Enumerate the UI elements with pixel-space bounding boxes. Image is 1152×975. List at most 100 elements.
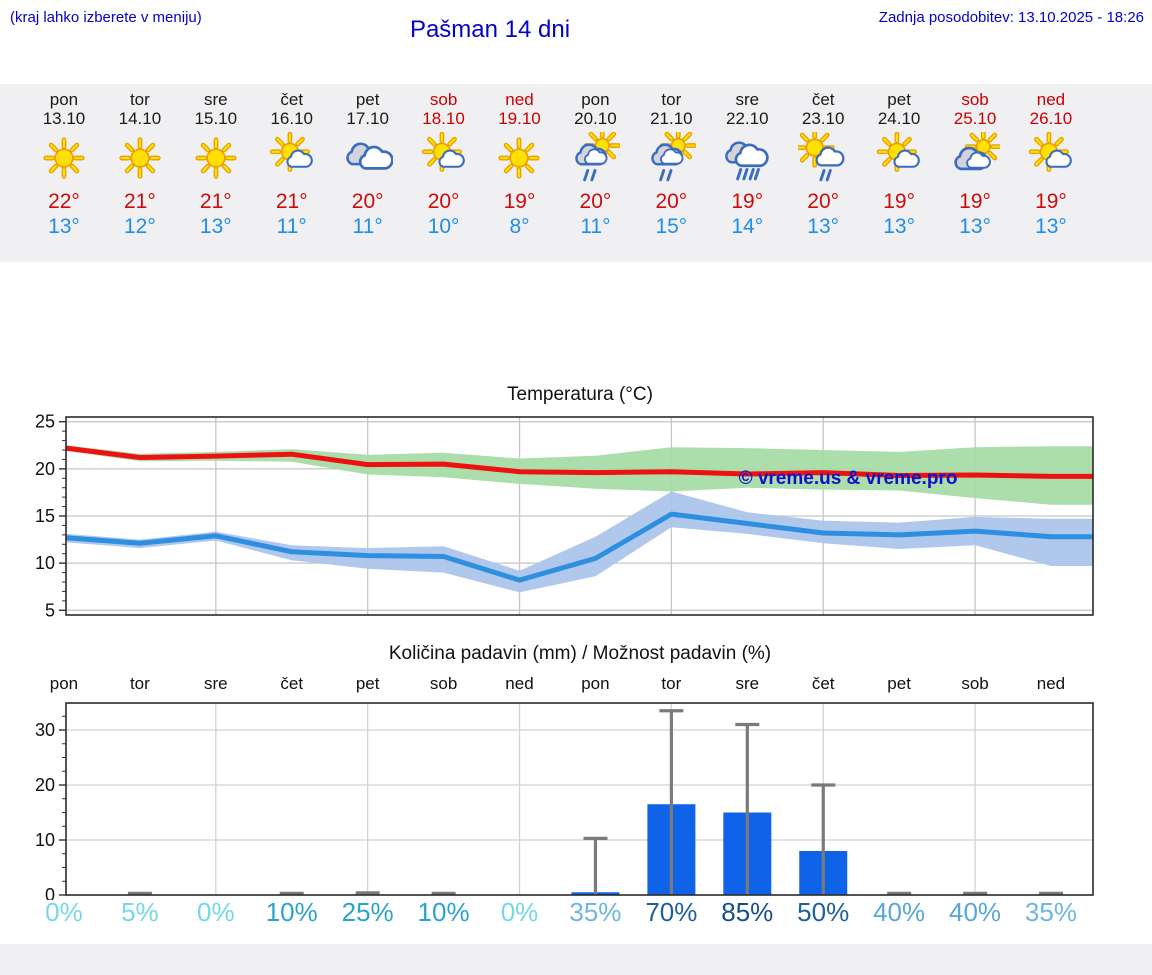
high-temp: 19° xyxy=(883,190,915,213)
day-name: čet xyxy=(811,90,835,109)
precip-probability: 25% xyxy=(341,897,394,927)
high-temp: 19° xyxy=(503,190,536,213)
weather-icon xyxy=(178,132,254,186)
temp-chart-title: Temperatura (°C) xyxy=(507,384,653,405)
precip-probability: 85% xyxy=(721,897,774,927)
sun-cloud-icon xyxy=(1028,131,1072,172)
day-name: pet xyxy=(355,90,380,109)
low-temp: 13° xyxy=(199,215,232,238)
precip-ytick-label: 20 xyxy=(35,775,55,795)
weather-icon xyxy=(102,132,178,186)
sun-cloud-icon xyxy=(421,131,465,172)
day-column: tor 14.10 21° 12° xyxy=(102,90,178,240)
day-name: ned xyxy=(505,90,534,109)
temp-ytick-label: 15 xyxy=(35,506,55,526)
day-date: 18.10 xyxy=(422,109,465,128)
precip-probability: 0% xyxy=(500,897,539,927)
page-title: Pašman 14 dni xyxy=(409,16,571,43)
precip-probability: 0% xyxy=(197,897,235,927)
precip-day-label: sre xyxy=(203,674,228,693)
day-column: sob 18.10 20° 10° xyxy=(406,90,482,240)
low-temp: 11° xyxy=(276,215,307,238)
precip-plot-bg xyxy=(66,703,1093,895)
day-column: ned 19.10 19° 8° xyxy=(482,90,558,240)
day-name: sre xyxy=(203,90,228,109)
sun-icon xyxy=(195,137,237,179)
sun-icon xyxy=(43,137,85,179)
rain-icon xyxy=(725,141,769,181)
high-temp: 20° xyxy=(579,190,612,213)
min-temp-range-band xyxy=(66,491,1093,593)
cloud-sun-icon xyxy=(954,128,1002,171)
precip-plot-border xyxy=(65,702,1094,896)
day-date: 25.10 xyxy=(953,109,997,128)
precip-day-label: pet xyxy=(355,674,380,693)
day-name: čet xyxy=(280,90,304,109)
sun-icon xyxy=(498,137,541,179)
watermark: © vreme.us & vreme.pro xyxy=(739,468,958,489)
precip-probability: 40% xyxy=(949,897,1002,927)
day-name: pet xyxy=(887,90,911,109)
sun-cloud-icon xyxy=(269,131,313,172)
precip-day-label: sre xyxy=(735,674,760,693)
day-column: čet 23.10 20° 13° xyxy=(785,90,861,240)
day-name: ned xyxy=(1036,90,1066,109)
precip-probability: 10% xyxy=(417,897,470,927)
day-column: pet 24.10 19° 13° xyxy=(861,90,937,240)
precip-day-label: pet xyxy=(887,674,911,693)
low-temp: 13° xyxy=(959,215,991,238)
day-date: 14.10 xyxy=(118,109,162,128)
temp-plot-border xyxy=(65,416,1094,616)
temp-ytick-label: 20 xyxy=(35,459,55,479)
temp-ytick-label: 10 xyxy=(35,553,55,573)
precip-day-label: tor xyxy=(129,674,150,693)
day-name: sob xyxy=(429,90,458,109)
high-temp: 21° xyxy=(199,190,232,213)
clouds-icon xyxy=(345,142,394,170)
high-temp: 20° xyxy=(807,190,840,213)
precipitation-chart: 0 10 20 30 xyxy=(35,702,1094,900)
precip-probability: 40% xyxy=(873,897,926,927)
low-temp: 8° xyxy=(509,215,530,238)
high-temp: 19° xyxy=(959,190,991,213)
high-temp: 22° xyxy=(48,190,80,213)
precip-day-label: sob xyxy=(961,674,989,693)
precip-day-label: čet xyxy=(811,674,835,693)
precip-day-label: ned xyxy=(505,674,534,693)
precip-ytick-label: 10 xyxy=(35,830,55,850)
sun-rain-icon xyxy=(651,127,698,182)
precip-probability: 50% xyxy=(797,897,850,927)
day-column: čet 16.10 21° 11° xyxy=(254,90,330,240)
precip-day-label: pon xyxy=(581,674,610,693)
low-temp: 13° xyxy=(883,215,915,238)
day-name: sob xyxy=(961,90,989,109)
day-date: 22.10 xyxy=(725,109,769,128)
precip-chart-title: Količina padavin (mm) / Možnost padavin … xyxy=(388,643,772,664)
high-temp: 20° xyxy=(351,190,384,213)
day-name: sre xyxy=(735,90,760,109)
high-temp: 20° xyxy=(655,190,688,213)
weather-icon xyxy=(557,127,633,186)
day-date: 21.10 xyxy=(650,109,693,128)
low-temp: 15° xyxy=(655,215,688,238)
day-column: pet 17.10 20° 11° xyxy=(330,90,406,240)
weather-icon xyxy=(937,128,1013,186)
last-updated: Zadnja posodobitev: 13.10.2025 - 18:26 xyxy=(878,9,1144,26)
day-strip-columns: pon 13.10 22° 13° tor 14.10 21° 12° sre 15.10 21° 1… xyxy=(26,90,1089,240)
precip-day-label: pon xyxy=(49,674,79,693)
high-temp: 21° xyxy=(124,190,156,213)
day-date: 26.10 xyxy=(1029,109,1073,128)
sun-cloud-icon xyxy=(876,131,920,172)
max-temp-line xyxy=(65,445,1093,479)
temp-ytick-label: 25 xyxy=(35,412,55,432)
low-temp: 13° xyxy=(1035,215,1067,238)
day-name: tor xyxy=(129,90,150,109)
day-date: 15.10 xyxy=(194,109,238,128)
high-temp: 21° xyxy=(275,190,308,213)
min-temp-line xyxy=(65,511,1093,583)
day-strip xyxy=(0,84,1152,262)
precip-ytick-label: 0 xyxy=(45,885,55,900)
weather-icon xyxy=(26,132,102,186)
precip-probability: 10% xyxy=(265,897,318,927)
day-date: 19.10 xyxy=(498,109,541,128)
